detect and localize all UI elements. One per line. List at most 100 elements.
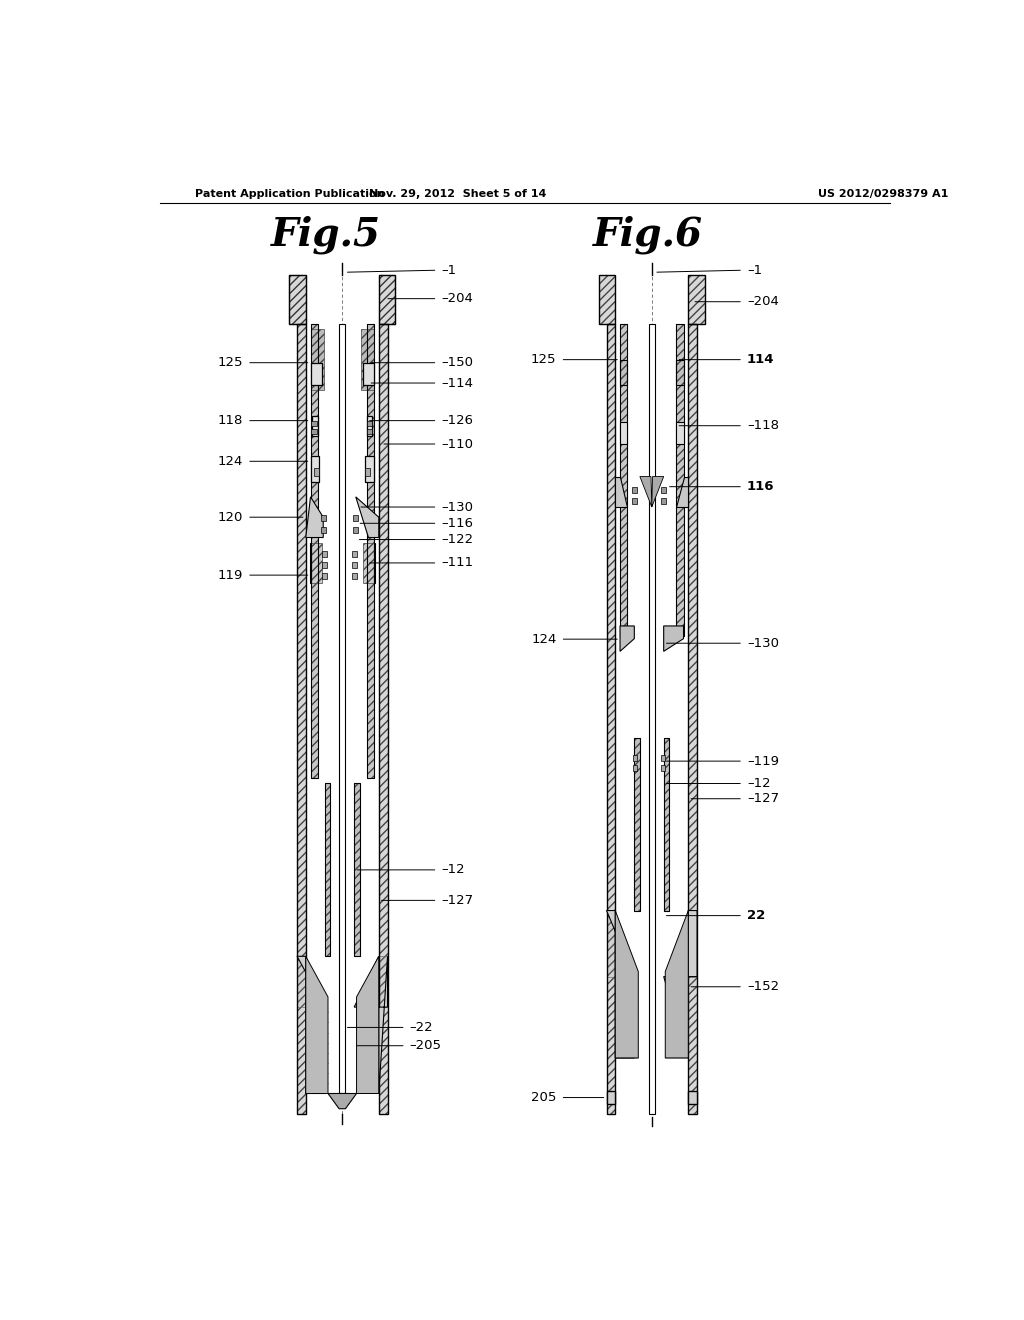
Bar (633, 755, 638, 762)
Bar (339, 325, 345, 1093)
Bar (297, 325, 306, 1114)
Bar (664, 738, 670, 911)
Bar (379, 325, 387, 1114)
Polygon shape (606, 911, 634, 1057)
Bar (664, 738, 670, 911)
Bar (688, 325, 697, 1114)
Polygon shape (328, 1093, 356, 1109)
Text: 205: 205 (531, 1092, 557, 1104)
Bar (367, 325, 374, 779)
Text: 124: 124 (531, 632, 557, 645)
Text: –152: –152 (748, 981, 779, 993)
Text: –130: –130 (748, 636, 779, 649)
Text: 118: 118 (218, 414, 243, 428)
Text: Fig.5: Fig.5 (271, 215, 381, 253)
Polygon shape (355, 496, 379, 537)
Polygon shape (666, 911, 688, 1057)
Text: –1: –1 (441, 264, 457, 277)
Bar (660, 755, 666, 762)
Bar (648, 325, 655, 1114)
Bar (620, 325, 627, 636)
Text: –12: –12 (748, 777, 771, 789)
Bar (620, 421, 627, 444)
Bar (633, 766, 638, 771)
Bar (662, 498, 666, 504)
Text: –127: –127 (748, 792, 779, 805)
Bar (606, 911, 615, 977)
Bar (620, 359, 627, 385)
Text: Patent Application Publication: Patent Application Publication (196, 189, 385, 199)
Text: –122: –122 (441, 533, 473, 546)
Bar (297, 325, 306, 1114)
Text: 120: 120 (218, 511, 243, 524)
Bar (634, 738, 640, 911)
Text: –150: –150 (441, 356, 473, 370)
Text: 22: 22 (748, 909, 765, 923)
Polygon shape (615, 477, 627, 507)
Bar (677, 325, 684, 636)
Bar (310, 363, 322, 385)
Bar (634, 738, 640, 911)
Bar (323, 562, 328, 568)
Bar (632, 498, 637, 504)
Bar (325, 784, 331, 956)
Text: US 2012/0298379 A1: US 2012/0298379 A1 (818, 189, 949, 199)
Bar (310, 325, 317, 779)
Text: 125: 125 (217, 356, 243, 370)
Bar (379, 956, 387, 1007)
Bar (379, 276, 395, 325)
Text: –130: –130 (441, 500, 473, 513)
Text: 125: 125 (531, 354, 557, 366)
Bar (362, 363, 374, 385)
Polygon shape (354, 956, 387, 1093)
Bar (310, 325, 317, 779)
Bar (367, 416, 373, 436)
Text: –204: –204 (441, 292, 473, 305)
Bar (677, 359, 684, 385)
Text: 124: 124 (218, 455, 243, 467)
Bar (632, 487, 637, 492)
Bar (688, 911, 697, 977)
Text: –118: –118 (748, 420, 779, 432)
Bar (352, 528, 358, 533)
Bar (360, 329, 374, 391)
Bar (620, 359, 627, 385)
Text: –204: –204 (748, 296, 779, 308)
Bar (362, 543, 374, 583)
Text: –119: –119 (748, 755, 779, 768)
Bar (688, 276, 705, 325)
Bar (314, 469, 319, 475)
Bar (325, 784, 331, 956)
Bar (599, 276, 615, 325)
Bar (352, 515, 358, 521)
Polygon shape (297, 956, 325, 1093)
Bar (352, 550, 356, 557)
Bar (677, 359, 684, 385)
Bar (354, 784, 359, 956)
Bar (366, 469, 370, 475)
Bar (289, 276, 306, 325)
Text: –1: –1 (748, 264, 762, 277)
Bar (677, 421, 684, 444)
Text: –116: –116 (441, 517, 473, 529)
Bar (367, 421, 373, 426)
Polygon shape (306, 496, 324, 537)
Text: –111: –111 (441, 557, 473, 569)
Bar (379, 325, 387, 1114)
Polygon shape (615, 911, 638, 1057)
Bar (688, 1092, 697, 1104)
Polygon shape (356, 956, 379, 1093)
Bar (321, 515, 327, 521)
Bar (352, 562, 356, 568)
Bar (688, 325, 697, 1114)
Polygon shape (620, 626, 634, 651)
Bar (662, 487, 666, 492)
Bar (379, 276, 395, 325)
Text: 116: 116 (748, 480, 774, 494)
Bar (366, 457, 374, 482)
Bar (323, 573, 328, 579)
Bar (352, 573, 356, 579)
Text: –22: –22 (410, 1020, 433, 1034)
Bar (660, 766, 666, 771)
Text: –110: –110 (441, 437, 473, 450)
